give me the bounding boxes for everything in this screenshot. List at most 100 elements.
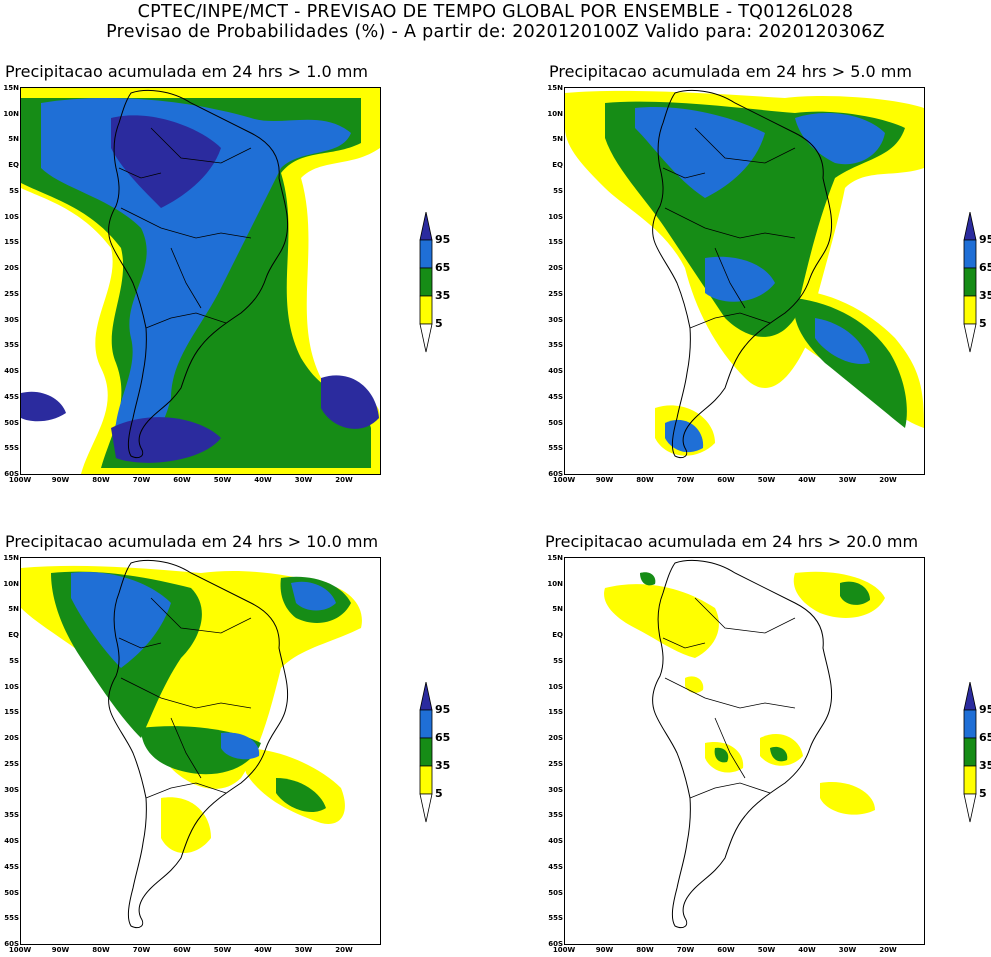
longitude-label: 90W [595, 946, 614, 954]
longitude-label: 40W [254, 946, 272, 954]
latitude-label: 35S [4, 341, 19, 350]
colorbar-label: 65 [435, 261, 451, 274]
colorbar-label: 95 [979, 233, 991, 246]
colorbar-segment [419, 323, 433, 353]
longitude-label: 30W [294, 946, 313, 954]
probability-map [20, 557, 381, 945]
latitude-label: 15S [548, 708, 563, 717]
longitude-label: 60W [717, 946, 735, 954]
colorbar-label: 35 [435, 289, 451, 302]
longitude-label: 30W [838, 476, 857, 484]
latitude-label: 30S [548, 785, 563, 794]
longitude-label: 50W [213, 946, 232, 954]
panel-title: Precipitacao acumulada em 24 hrs > 20.0 … [545, 532, 919, 551]
latitude-label: 60S [548, 940, 563, 948]
colorbar [418, 212, 434, 354]
country-border [714, 247, 746, 309]
probability-contour-c35 [714, 747, 729, 763]
latitude-label: 15N [547, 84, 563, 92]
latitude-label: 45S [548, 862, 563, 871]
latitude-label: 60S [548, 470, 563, 478]
latitude-label: 40S [4, 837, 19, 846]
longitude-label: 30W [294, 476, 313, 484]
probability-contour-c65 [815, 318, 870, 364]
colorbar-label: 95 [979, 703, 991, 716]
longitude-label: 50W [757, 946, 776, 954]
latitude-label: 5N [552, 135, 563, 144]
longitude-label: 70W [676, 946, 695, 954]
colorbar-segment [419, 212, 433, 241]
colorbar-label: 65 [979, 731, 991, 744]
latitude-label: 5N [8, 135, 19, 144]
probability-map [20, 87, 381, 475]
latitude-label: 10S [548, 212, 563, 221]
longitude-label: 80W [636, 946, 654, 954]
colorbar-segment [419, 765, 433, 795]
colorbar-segment [419, 682, 433, 711]
probability-contour-c65 [635, 107, 765, 198]
longitude-label: 20W [335, 476, 353, 484]
longitude-label: 100W [552, 946, 576, 954]
country-border [118, 167, 162, 179]
latitude-label: 45S [4, 862, 19, 871]
colorbar-segment [963, 323, 977, 353]
probability-contour-c65 [705, 256, 775, 302]
longitude-label: 20W [335, 946, 353, 954]
probability-contour-c5 [161, 797, 211, 853]
latitude-label: 5S [553, 656, 563, 665]
header-subtitle: Previsao de Probabilidades (%) - A parti… [106, 22, 885, 42]
country-border [150, 127, 252, 164]
longitude-label: 50W [757, 476, 776, 484]
probability-contour-c95 [321, 375, 379, 429]
longitude-label: 40W [254, 476, 272, 484]
latitude-label: 55S [4, 914, 19, 923]
latitude-label: 20S [4, 264, 19, 273]
country-border [662, 167, 706, 179]
country-border [714, 717, 746, 779]
latitude-label: EQ [552, 161, 563, 170]
latitude-label: 25S [4, 289, 19, 298]
probability-contour-c35 [276, 778, 326, 813]
latitude-label: 10N [3, 109, 19, 118]
coastline [108, 559, 289, 929]
colorbar-segment [419, 709, 433, 739]
latitude-label: 20S [548, 734, 563, 743]
colorbar-segment [963, 737, 977, 767]
probability-contour-c5 [793, 571, 885, 618]
longitude-label: 90W [595, 476, 614, 484]
latitude-label: 5S [553, 186, 563, 195]
country-border [120, 677, 252, 709]
latitude-label: 5N [8, 605, 19, 614]
header-title: CPTEC/INPE/MCT - PREVISAO DE TEMPO GLOBA… [137, 2, 854, 22]
latitude-label: 5S [9, 186, 19, 195]
longitude-label: 70W [132, 476, 151, 484]
country-border [145, 782, 227, 799]
probability-map [564, 557, 925, 945]
longitude-label: 80W [636, 476, 654, 484]
longitude-label: 40W [798, 946, 816, 954]
longitude-label: 60W [717, 476, 735, 484]
longitude-label: 80W [92, 946, 110, 954]
probability-contour-c65 [221, 732, 260, 760]
colorbar-label: 95 [435, 233, 451, 246]
map-svg [21, 559, 362, 929]
probability-contour-c5 [604, 584, 719, 658]
latitude-label: 15N [3, 554, 19, 562]
colorbar-segment [963, 267, 977, 297]
probability-contour-c5 [820, 782, 875, 815]
latitude-label: 25S [4, 759, 19, 768]
colorbar-segment [419, 239, 433, 269]
country-border [664, 677, 796, 709]
probability-contour-c65 [71, 572, 171, 668]
latitude-label: 55S [548, 914, 563, 923]
latitude-label: 55S [548, 444, 563, 453]
coastline [652, 89, 833, 459]
colorbar-label: 35 [979, 289, 991, 302]
latitude-label: 15N [547, 554, 563, 562]
probability-contour-c5 [685, 676, 704, 693]
colorbar-segment [963, 765, 977, 795]
country-border [689, 782, 771, 799]
country-border [120, 207, 252, 239]
longitude-label: 80W [92, 476, 110, 484]
longitude-label: 70W [132, 946, 151, 954]
